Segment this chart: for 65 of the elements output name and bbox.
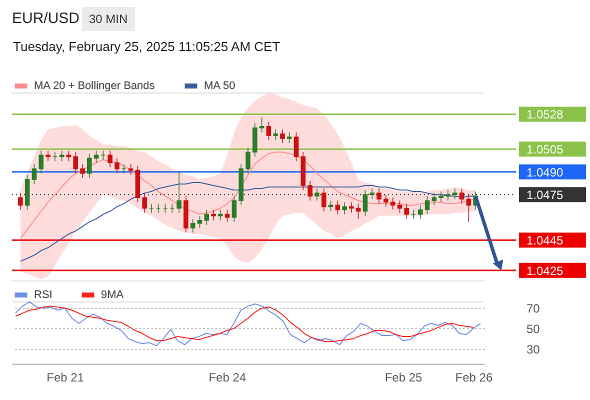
candlestick [459,188,464,204]
candlestick [197,215,202,228]
chart-subtitle: Tuesday, February 25, 2025 11:05:25 AM CET [13,39,280,54]
candlestick [438,191,444,203]
candlestick [142,192,147,214]
candlestick [286,132,292,144]
candlestick [446,190,450,202]
candlestick [38,150,44,174]
candlestick [424,196,430,215]
line-series [15,302,481,346]
candlestick [87,153,92,178]
y-tick-label: 1.0505 [526,142,564,157]
candlestick [176,171,182,214]
candlestick [32,164,37,184]
candlestick [384,194,388,208]
candlestick [211,209,216,221]
y-tick-label: 50 [526,322,540,336]
candlestick [80,164,85,178]
candlestick [452,188,458,200]
candlestick [404,203,409,220]
candlestick [259,116,264,133]
y-tick-label: 70 [526,302,540,316]
legend-label: MA 50 [204,80,236,92]
candlestick [218,209,223,221]
x-tick-label: Feb 21 [46,370,84,384]
candlestick [190,218,196,233]
y-tick-label: 1.0490 [526,165,564,180]
candlestick [376,188,382,204]
candlestick [266,121,272,140]
candlestick [280,128,285,144]
text: 30 MIN [82,7,135,31]
candlestick [294,132,299,162]
candlestick [342,202,347,215]
y-tick-label: 1.0475 [526,188,564,202]
candlestick [335,200,340,215]
candlestick [418,204,423,220]
candlestick [73,152,78,174]
candlestick [370,188,375,200]
legend-label: RSI [34,289,52,301]
candlestick [466,194,472,222]
candlestick [108,150,112,168]
candlestick [349,202,354,214]
candlestick [246,147,250,174]
candlestick [273,128,278,140]
legend-label: MA 20 + Bollinger Bands [34,80,156,92]
candlestick [232,196,237,222]
legend-label: 9MA [101,289,124,301]
y-tick-label: 1.0445 [526,234,564,248]
candlestick [114,158,120,174]
line-series [15,306,474,342]
candlestick [18,192,23,210]
y-tick-label: 30 [526,342,540,356]
candlestick [308,180,312,202]
chart-title: EUR/USD [12,10,80,27]
y-tick-label: 1.0528 [526,108,564,122]
candlestick [321,188,326,212]
candlestick [204,209,210,226]
x-tick-label: Feb 24 [208,370,246,384]
x-tick-label: Feb 26 [455,370,493,384]
candlestick [432,192,437,206]
x-tick-label: Feb 25 [384,370,422,384]
candlestick [46,150,50,162]
candlestick [362,190,368,216]
candlestick [314,188,320,202]
y-tick-label: 1.0425 [526,264,564,278]
